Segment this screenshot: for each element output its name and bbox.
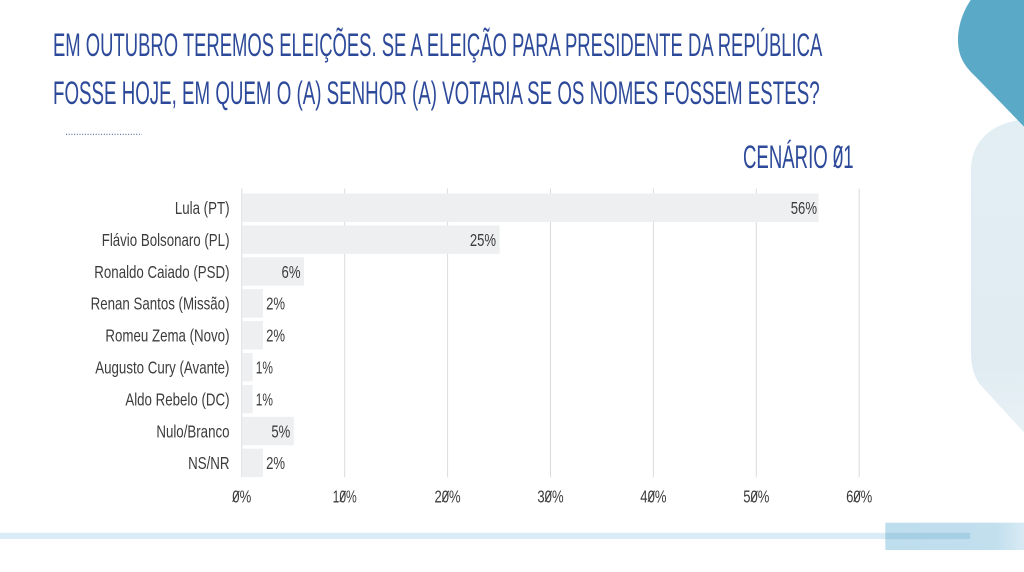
svg-text:25%: 25%: [470, 231, 496, 250]
svg-text:Lula (PT): Lula (PT): [175, 199, 230, 218]
svg-text:30%: 30%: [537, 488, 563, 507]
svg-text:FOSSE HOJE, EM QUEM O (A) SENH: FOSSE HOJE, EM QUEM O (A) SENHOR (A) VOT…: [53, 75, 820, 112]
svg-text:20%: 20%: [435, 488, 461, 507]
svg-text:2%: 2%: [266, 454, 285, 473]
svg-text:1%: 1%: [256, 358, 273, 378]
svg-text:56%: 56%: [791, 199, 817, 218]
svg-text:6%: 6%: [282, 263, 301, 282]
svg-text:Romeu Zema (Novo): Romeu Zema (Novo): [105, 327, 229, 346]
svg-text:Aldo Rebelo (DC): Aldo Rebelo (DC): [125, 391, 229, 410]
svg-text:EM OUTUBRO TEREMOS ELEIÇÕES. S: EM OUTUBRO TEREMOS ELEIÇÕES. SE A ELEIÇÃ…: [53, 27, 823, 64]
svg-text:CENÁRIO 01: CENÁRIO 01: [743, 139, 854, 176]
svg-text:Nulo/Branco: Nulo/Branco: [156, 423, 229, 442]
svg-text:5%: 5%: [271, 423, 290, 442]
svg-text:2%: 2%: [266, 295, 285, 314]
svg-text:2%: 2%: [266, 327, 285, 346]
svg-text:Augusto Cury (Avante): Augusto Cury (Avante): [95, 359, 229, 378]
svg-text:10%: 10%: [333, 488, 357, 508]
svg-text:0%: 0%: [232, 488, 251, 507]
svg-text:1%: 1%: [256, 390, 273, 410]
svg-text:Ronaldo Caiado (PSD): Ronaldo Caiado (PSD): [94, 263, 229, 282]
svg-text:50%: 50%: [743, 488, 769, 507]
svg-text:60%: 60%: [846, 488, 872, 507]
svg-text:Renan Santos (Missão): Renan Santos (Missão): [91, 295, 230, 314]
svg-text:40%: 40%: [640, 488, 666, 507]
svg-text:Flávio Bolsonaro (PL): Flávio Bolsonaro (PL): [102, 231, 230, 250]
svg-text:NS/NR: NS/NR: [188, 455, 229, 474]
